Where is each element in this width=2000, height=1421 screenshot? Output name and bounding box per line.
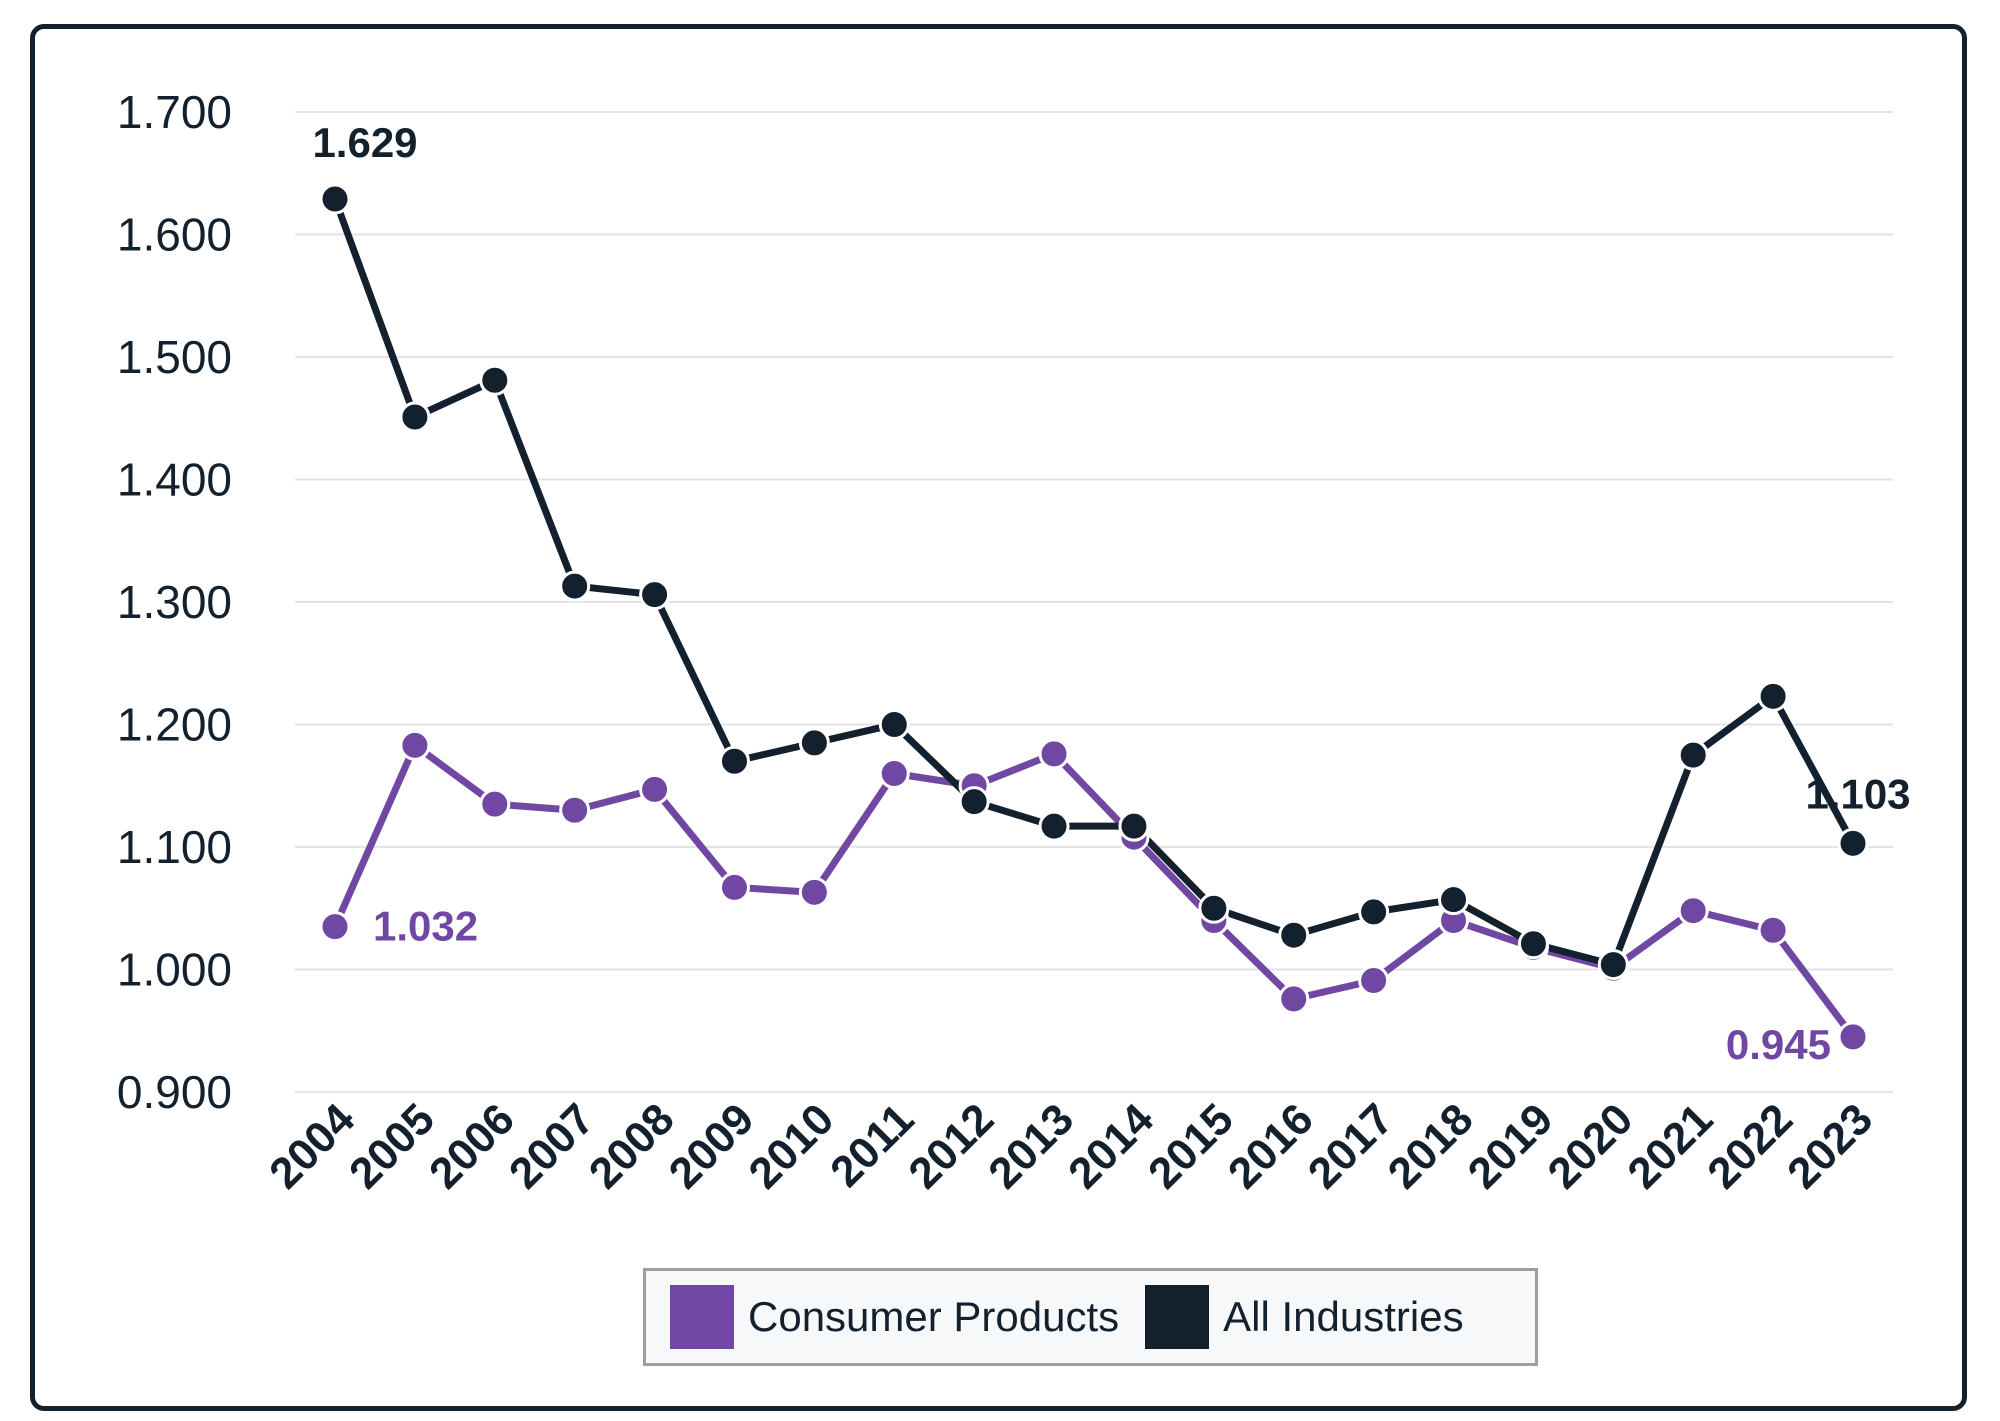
point-all-industries-2013 — [1038, 810, 1070, 842]
x-tick-label: 2013 — [979, 1094, 1083, 1198]
x-tick-label: 2012 — [899, 1094, 1003, 1198]
point-consumer-products-2004 — [319, 911, 351, 943]
series-points — [319, 183, 1869, 1053]
y-tick-label: 1.500 — [117, 331, 232, 383]
y-tick-label: 1.600 — [117, 209, 232, 261]
point-all-industries-2023 — [1837, 827, 1869, 859]
point-consumer-products-2017 — [1358, 965, 1390, 997]
x-tick-label: 2018 — [1379, 1094, 1483, 1198]
y-tick-label: 1.100 — [117, 821, 232, 873]
x-tick-label: 2023 — [1778, 1094, 1882, 1198]
point-all-industries-2006 — [479, 364, 511, 396]
x-tick-label: 2006 — [420, 1094, 524, 1198]
point-all-industries-2007 — [559, 570, 591, 602]
point-consumer-products-2008 — [639, 773, 671, 805]
grid-lines — [295, 111, 1893, 1093]
point-consumer-products-2007 — [559, 794, 591, 826]
x-tick-label: 2005 — [340, 1094, 444, 1198]
x-tick-label: 2020 — [1539, 1094, 1643, 1198]
point-all-industries-2015 — [1198, 892, 1230, 924]
point-all-industries-2019 — [1517, 928, 1549, 960]
legend-swatch-all-industries — [1145, 1285, 1210, 1349]
legend-label-consumer-products: Consumer Products — [748, 1293, 1120, 1340]
data-labels: 1.629 1.103 1.032 0.945 — [312, 119, 1910, 1068]
series-lines — [331, 197, 1857, 1039]
point-all-industries-2011 — [878, 709, 910, 740]
point-all-industries-2014 — [1118, 810, 1150, 842]
point-all-industries-2009 — [718, 745, 750, 777]
series-line-consumer-products — [331, 741, 1856, 1039]
x-tick-label: 2010 — [740, 1094, 844, 1198]
point-all-industries-2005 — [399, 401, 431, 433]
data-label: 0.945 — [1726, 1021, 1831, 1068]
x-tick-label: 2022 — [1698, 1094, 1802, 1198]
point-all-industries-2018 — [1438, 884, 1470, 916]
point-consumer-products-2022 — [1757, 914, 1789, 946]
x-tick-label: 2019 — [1459, 1094, 1563, 1198]
point-all-industries-2004 — [319, 183, 351, 215]
y-tick-label: 1.700 — [117, 86, 232, 138]
data-label: 1.103 — [1805, 770, 1910, 817]
y-tick-label: 1.000 — [117, 944, 232, 996]
legend-label-all-industries: All Industries — [1223, 1293, 1464, 1340]
x-tick-label: 2011 — [821, 1094, 923, 1196]
point-all-industries-2020 — [1597, 949, 1629, 981]
x-tick-label: 2015 — [1139, 1094, 1243, 1198]
point-consumer-products-2021 — [1677, 895, 1709, 927]
point-consumer-products-2010 — [798, 876, 830, 908]
data-label: 1.032 — [373, 903, 478, 950]
point-consumer-products-2016 — [1278, 983, 1310, 1015]
x-tick-label: 2016 — [1219, 1094, 1323, 1198]
point-all-industries-2021 — [1677, 739, 1709, 771]
point-consumer-products-2009 — [718, 871, 750, 903]
point-all-industries-2010 — [798, 727, 830, 759]
point-consumer-products-2011 — [878, 758, 910, 789]
y-tick-label: 1.400 — [117, 454, 232, 506]
y-tick-label: 1.300 — [117, 576, 232, 628]
y-tick-label: 0.900 — [117, 1066, 232, 1118]
point-consumer-products-2006 — [479, 788, 511, 820]
legend-item-all-industries: All Industries — [1145, 1285, 1464, 1349]
data-label: 1.629 — [312, 119, 417, 166]
point-all-industries-2016 — [1278, 919, 1310, 951]
legend-item-consumer-products: Consumer Products — [670, 1285, 1119, 1349]
point-consumer-products-2005 — [399, 729, 431, 761]
x-tick-label: 2004 — [260, 1094, 364, 1198]
point-all-industries-2022 — [1757, 680, 1789, 712]
x-tick-label: 2007 — [500, 1094, 604, 1198]
y-axis-ticks: 0.900 1.000 1.100 1.200 1.300 1.400 1.500 1.600… — [117, 86, 232, 1118]
x-tick-label: 2008 — [580, 1094, 684, 1198]
point-consumer-products-2023 — [1837, 1021, 1869, 1053]
x-tick-label: 2017 — [1299, 1094, 1403, 1198]
x-tick-label: 2021 — [1618, 1094, 1722, 1198]
point-consumer-products-2013 — [1038, 738, 1070, 770]
y-tick-label: 1.200 — [117, 699, 232, 751]
point-all-industries-2012 — [958, 786, 990, 818]
legend-swatch-consumer-products — [670, 1285, 734, 1349]
x-tick-label: 2014 — [1059, 1094, 1163, 1198]
point-all-industries-2008 — [639, 579, 671, 611]
x-tick-label: 2009 — [660, 1094, 764, 1198]
legend: Consumer Products All Industries — [643, 1268, 1538, 1366]
point-all-industries-2017 — [1358, 896, 1390, 928]
x-axis-ticks: 2004200520062007200820092010201120122013… — [260, 1094, 1882, 1198]
